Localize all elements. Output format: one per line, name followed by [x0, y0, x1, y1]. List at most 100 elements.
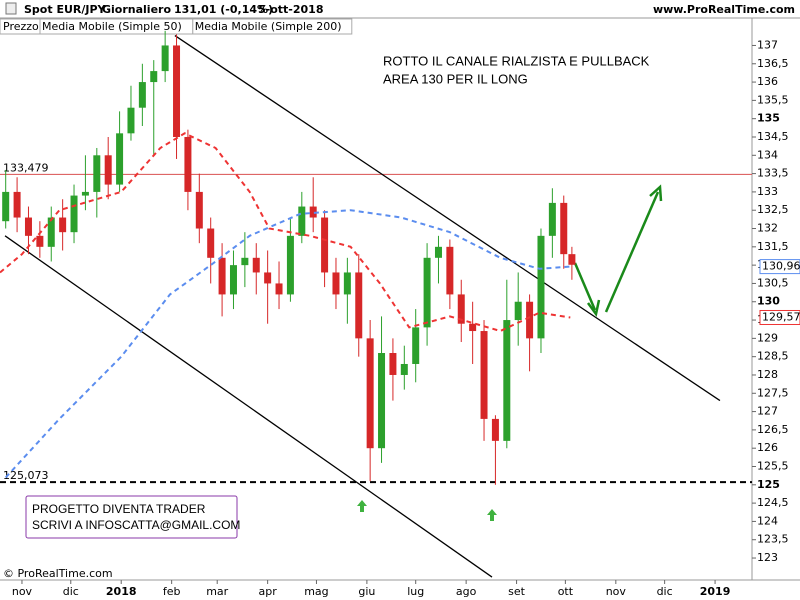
candle-body [309, 206, 317, 218]
y-tick-label: 128,5 [757, 350, 789, 363]
legend-entry: Media Mobile (Simple 200) [195, 20, 342, 33]
candle-body [264, 272, 272, 284]
y-tick-label: 132 [757, 222, 778, 235]
y-tick-label: 123,5 [757, 533, 789, 546]
candle-body [434, 246, 442, 258]
candle-body [446, 246, 454, 295]
candle-body [13, 191, 21, 218]
y-tick-label: 136 [757, 75, 778, 88]
x-tick-label: ago [456, 585, 477, 598]
annotation: AREA 130 PER IL LONG [383, 71, 528, 86]
y-tick-label: 131,5 [757, 240, 789, 253]
x-tick-label: lug [407, 585, 424, 598]
candle-body [526, 301, 534, 339]
x-tick-label: giu [358, 585, 375, 598]
level-label: 133,479 [3, 161, 49, 174]
note-box [25, 495, 238, 539]
candle-body [36, 235, 44, 247]
note-text: SCRIVI A INFOSCATTA@GMAIL.COM [32, 518, 240, 532]
y-tick-label: 124 [757, 514, 778, 527]
legend-box [192, 18, 353, 35]
window-icon[interactable] [5, 2, 17, 15]
candle-body [207, 228, 215, 258]
y-tick-label: 136,5 [757, 57, 789, 70]
candle-body [59, 217, 67, 233]
x-tick-label: dic [657, 585, 673, 598]
candle-body [457, 294, 465, 324]
forecast-arrows [573, 184, 663, 317]
candle-body [241, 257, 249, 266]
candle-body [343, 272, 351, 295]
x-tick-label: feb [163, 585, 181, 598]
last-value-box [759, 309, 800, 325]
candle-body [423, 257, 431, 328]
candle-body [81, 191, 89, 196]
y-tick-label: 135 [757, 112, 780, 125]
candle-body [491, 418, 499, 441]
candle-body [24, 217, 32, 236]
x-tick-label: mar [206, 585, 228, 598]
low-markers [357, 500, 497, 521]
y-tick-label: 137 [757, 38, 778, 51]
candle-body [548, 202, 556, 236]
x-tick-label: 2019 [700, 585, 731, 598]
candle-body [514, 301, 522, 321]
candle-body [93, 155, 101, 192]
x-tick-label: apr [259, 585, 278, 598]
candle-body [138, 82, 146, 108]
last-value-label: 130,96 [762, 260, 800, 273]
moving-average [0, 132, 571, 333]
candle-body [252, 257, 260, 273]
y-tick-label: 130,5 [757, 276, 789, 289]
y-tick-label: 127,5 [757, 386, 789, 399]
candle-body [229, 265, 237, 295]
date: 5-ott-2018 [258, 3, 323, 16]
candle-body [400, 363, 408, 375]
y-tick-label: 125 [757, 478, 780, 491]
candle-body [70, 195, 78, 233]
candle-body [321, 217, 329, 273]
y-tick-label: 134 [757, 148, 778, 161]
y-tick-label: 128 [757, 368, 778, 381]
candle-body [537, 235, 545, 339]
x-tick-label: ott [558, 585, 574, 598]
y-tick-label: 132,5 [757, 203, 789, 216]
price: 131,01 (-0,14%) [174, 3, 273, 16]
candle-body [355, 272, 363, 339]
x-tick-label: 2018 [106, 585, 137, 598]
y-tick-label: 135,5 [757, 93, 789, 106]
candle-body [173, 45, 181, 137]
candle-body [469, 323, 477, 332]
y-tick-label: 133,5 [757, 167, 789, 180]
candle-body [568, 254, 576, 265]
x-tick-label: set [508, 585, 525, 598]
candle-body [332, 272, 340, 295]
y-tick-label: 123 [757, 551, 778, 564]
note-text: PROGETTO DIVENTA TRADER [32, 502, 206, 516]
x-tick-label: mag [304, 585, 328, 598]
site: www.ProRealTime.com [653, 3, 795, 16]
y-tick-label: 125,5 [757, 460, 789, 473]
candle-body [560, 202, 568, 255]
candle-body [161, 45, 169, 72]
annotation: ROTTO IL CANALE RIALZISTA E PULLBACK [383, 53, 650, 68]
candle-body [116, 133, 124, 185]
x-tick-label: nov [606, 585, 627, 598]
last-value-label: 129,57 [762, 310, 800, 323]
candle-body [104, 155, 112, 185]
period: Giornaliero [102, 3, 171, 16]
candle-body [47, 217, 55, 247]
y-tick-label: 130 [757, 295, 780, 308]
legend-entry: Media Mobile (Simple 50) [42, 20, 182, 33]
trendline [4, 235, 493, 578]
last-value-box [759, 259, 800, 275]
y-tick-label: 126,5 [757, 423, 789, 436]
moving-average [4, 209, 571, 479]
candle-body [150, 71, 158, 83]
candle-body [389, 353, 397, 375]
candle-body [275, 283, 283, 295]
y-tick-label: 129 [757, 331, 778, 344]
x-tick-label: nov [12, 585, 33, 598]
instrument: Spot EUR/JPY [24, 3, 107, 16]
copyright: © ProRealTime.com [3, 567, 113, 580]
